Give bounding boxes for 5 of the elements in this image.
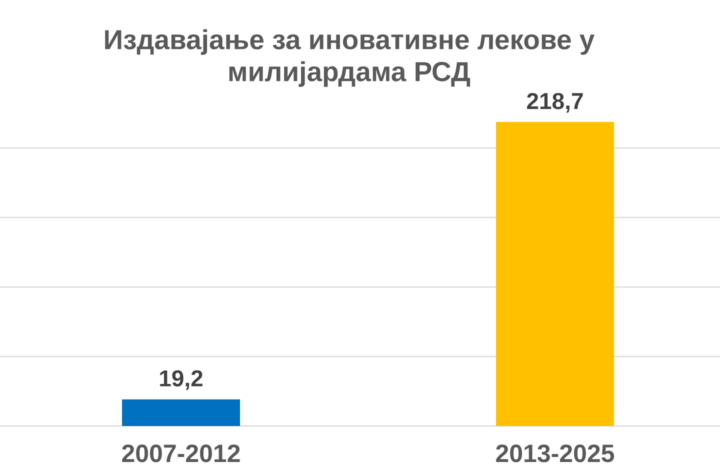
data-label: 218,7 bbox=[527, 92, 583, 113]
x-tick-label: 2013-2025 bbox=[496, 444, 614, 462]
chart-title: Издавајање за иновативне лекове у милијардама РСД bbox=[105, 29, 595, 87]
x-tick-label: 2007-2012 bbox=[122, 444, 240, 462]
data-label: 19,2 bbox=[160, 370, 202, 390]
